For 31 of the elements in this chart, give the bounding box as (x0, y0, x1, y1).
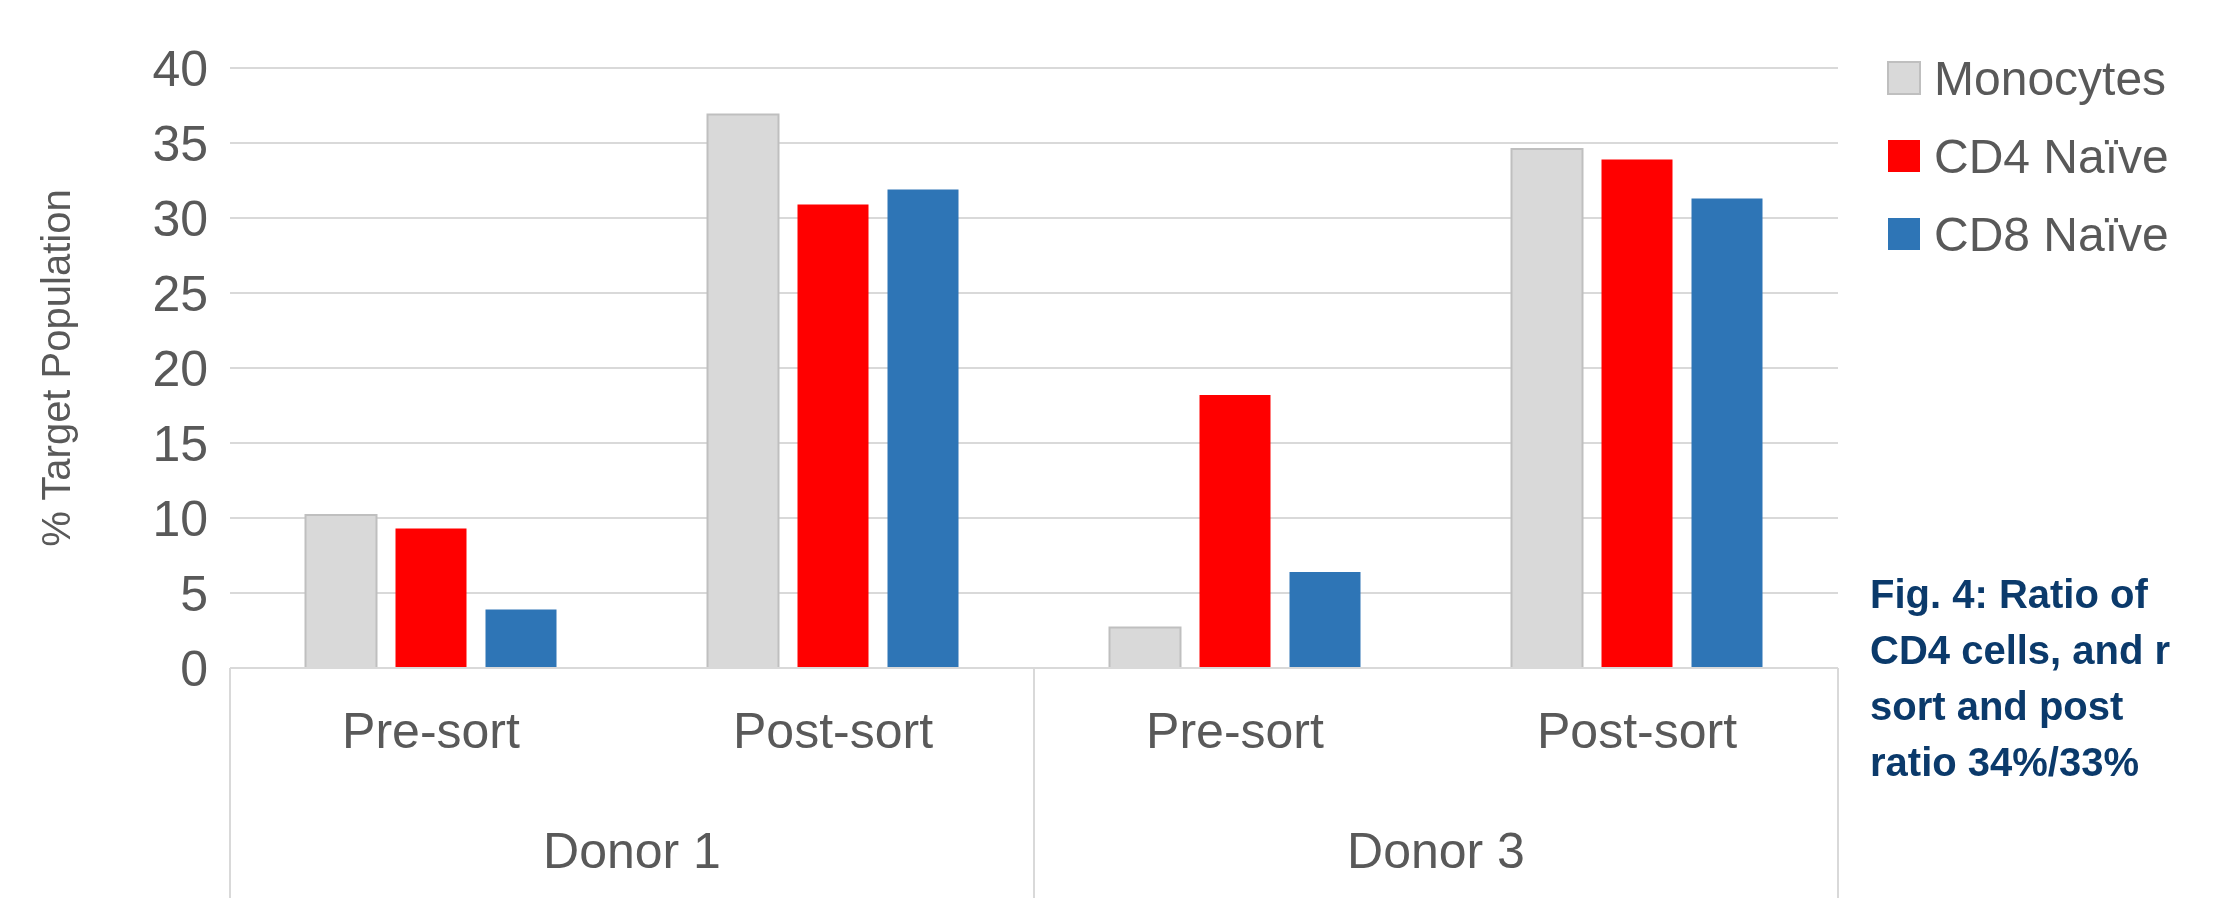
y-tick-label: 15 (152, 415, 208, 472)
y-tick-label: 35 (152, 115, 208, 172)
bar (1601, 159, 1673, 668)
x-tick-label: Pre-sort (1146, 703, 1325, 759)
y-tick-label: 25 (152, 265, 208, 322)
legend-label: CD4 Naïve (1934, 129, 2169, 183)
x-tick-label: Post-sort (732, 703, 934, 759)
y-tick-label: 5 (180, 565, 208, 622)
bar (395, 528, 467, 668)
bar (1199, 395, 1271, 668)
y-tick-label: 10 (152, 490, 208, 547)
y-tick-label: 30 (152, 190, 208, 247)
text: sort and post (1870, 684, 2124, 728)
legend-label: Monocytes (1934, 51, 2167, 105)
y-tick-label: 40 (152, 40, 208, 97)
text: CD4 cells, and r (1870, 628, 2171, 672)
y-axis-title: % Target Population (34, 189, 78, 547)
text: Donor 3 (1347, 823, 1525, 879)
bar (485, 609, 557, 668)
caption: Fig. 4: Ratio of (1870, 572, 2149, 616)
bar (797, 204, 869, 668)
text: ratio 34%/33% (1870, 740, 2140, 784)
y-tick-label: 20 (152, 340, 208, 397)
bar (1691, 198, 1763, 668)
text: Donor 1 (543, 823, 721, 879)
bar (1289, 572, 1361, 668)
y-tick-label: 0 (180, 640, 208, 697)
x-tick-label: Pre-sort (342, 703, 521, 759)
x-tick-label: Post-sort (1536, 703, 1738, 759)
legend-label: CD8 Naïve (1934, 207, 2169, 261)
bar (887, 189, 959, 668)
